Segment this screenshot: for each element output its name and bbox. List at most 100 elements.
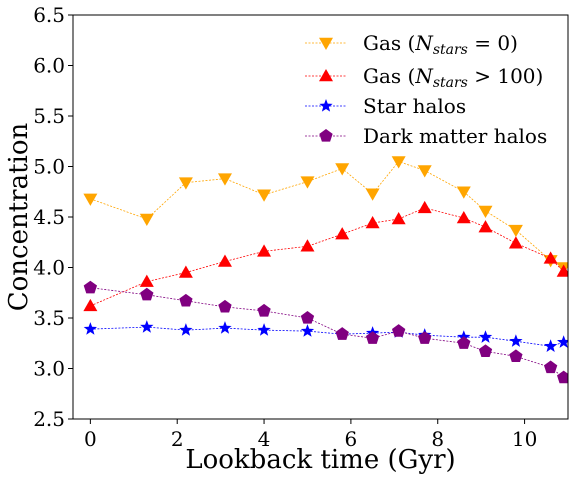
plot-frame xyxy=(72,14,569,420)
data-point xyxy=(179,323,193,336)
data-point xyxy=(543,251,558,264)
x-tick-label: 4 xyxy=(258,427,271,451)
legend-label: Gas (Nstars > 100) xyxy=(363,64,543,91)
data-point xyxy=(365,331,380,344)
legend: Gas (Nstars = 0)Gas (Nstars > 100)Star h… xyxy=(305,31,547,148)
data-point xyxy=(83,193,98,206)
data-point xyxy=(417,165,432,178)
data-point xyxy=(257,303,271,317)
data-point xyxy=(508,224,523,238)
y-tick-label: 2.5 xyxy=(33,407,65,431)
series-2 xyxy=(83,320,568,352)
data-point xyxy=(417,200,432,214)
data-point xyxy=(543,339,558,352)
legend-item: Dark matter halos xyxy=(305,124,547,148)
x-tick-label: 8 xyxy=(431,427,444,451)
y-tick-label: 5.0 xyxy=(33,155,65,179)
data-point xyxy=(257,244,272,257)
y-tick-label: 3.5 xyxy=(33,306,65,330)
data-point xyxy=(365,188,380,201)
data-point xyxy=(140,320,154,333)
data-point xyxy=(557,370,568,384)
data-point xyxy=(478,220,493,233)
legend-label-subscript: stars xyxy=(433,42,468,58)
data-point xyxy=(509,334,523,347)
y-tick-label: 5.5 xyxy=(33,104,65,128)
y-tick-label: 4.5 xyxy=(33,205,65,229)
x-tick-label: 6 xyxy=(345,427,358,451)
data-point xyxy=(508,236,523,249)
series-line xyxy=(90,326,564,347)
tick-layer: 0 2 4 6 8 10 2.5 3.0 3.5 4.0 4.5 5.0 5.5 6.0 6.5 xyxy=(33,3,537,451)
series-1 xyxy=(83,200,568,312)
data-point xyxy=(300,239,315,252)
data-point xyxy=(178,265,193,278)
x-axis-label: Lookback time (Gyr) xyxy=(185,445,455,475)
data-point xyxy=(218,321,232,334)
legend-label: Star halos xyxy=(363,94,466,118)
data-point xyxy=(217,254,232,267)
legend-label-math: N xyxy=(414,31,434,55)
y-axis-label: Concentration xyxy=(4,122,34,311)
data-point xyxy=(83,280,98,294)
data-point xyxy=(300,176,315,189)
legend-label-math: N xyxy=(414,64,434,88)
legend-label-prefix: Gas ( xyxy=(363,31,415,55)
data-point xyxy=(456,186,471,199)
data-point xyxy=(83,298,98,312)
data-point xyxy=(178,177,193,190)
data-point xyxy=(335,227,350,240)
data-point xyxy=(300,324,315,337)
data-point xyxy=(543,360,558,374)
data-point xyxy=(557,335,568,348)
series-3 xyxy=(83,280,568,384)
data-point xyxy=(391,212,406,225)
data-point xyxy=(218,299,232,313)
x-tick-label: 10 xyxy=(512,427,537,451)
series-line xyxy=(90,160,564,268)
data-point xyxy=(478,205,493,218)
y-tick-label: 3.0 xyxy=(33,357,65,381)
series-line xyxy=(90,287,564,378)
data-point xyxy=(456,211,471,224)
data-point xyxy=(140,287,154,301)
legend-label-subscript: stars xyxy=(433,75,468,91)
data-point xyxy=(217,173,232,186)
legend-item: Gas (Nstars = 0) xyxy=(305,31,518,58)
series-0 xyxy=(83,156,568,275)
x-tick-label: 2 xyxy=(171,427,184,451)
data-point xyxy=(391,156,406,169)
data-point xyxy=(335,163,350,176)
legend-marker xyxy=(319,37,333,50)
data-point xyxy=(478,344,493,357)
data-point xyxy=(335,327,349,340)
y-tick-label: 6.5 xyxy=(33,3,65,27)
y-tick-label: 6.0 xyxy=(33,54,65,78)
legend-label-prefix: Gas ( xyxy=(363,64,415,88)
legend-label-suffix: = 0) xyxy=(468,31,518,55)
data-point xyxy=(179,293,193,307)
data-point xyxy=(365,216,380,229)
legend-marker xyxy=(319,129,333,142)
data-point xyxy=(139,213,154,227)
data-point xyxy=(556,264,568,277)
data-point xyxy=(509,349,523,363)
x-tick-label: 0 xyxy=(84,427,97,451)
legend-label: Dark matter halos xyxy=(363,124,547,148)
y-tick-label: 4.0 xyxy=(33,256,65,280)
data-point xyxy=(257,323,271,336)
data-point xyxy=(139,274,154,287)
data-point xyxy=(418,331,432,344)
data-point xyxy=(478,330,493,343)
data-point xyxy=(300,311,315,324)
data-point xyxy=(457,336,471,349)
series-line xyxy=(90,207,564,307)
data-point xyxy=(83,322,98,335)
legend-item: Gas (Nstars > 100) xyxy=(305,64,543,91)
plot-layer xyxy=(83,156,568,384)
legend-marker xyxy=(319,99,333,112)
data-point xyxy=(392,324,406,337)
legend-label: Gas (Nstars = 0) xyxy=(363,31,518,58)
legend-marker xyxy=(319,69,333,82)
